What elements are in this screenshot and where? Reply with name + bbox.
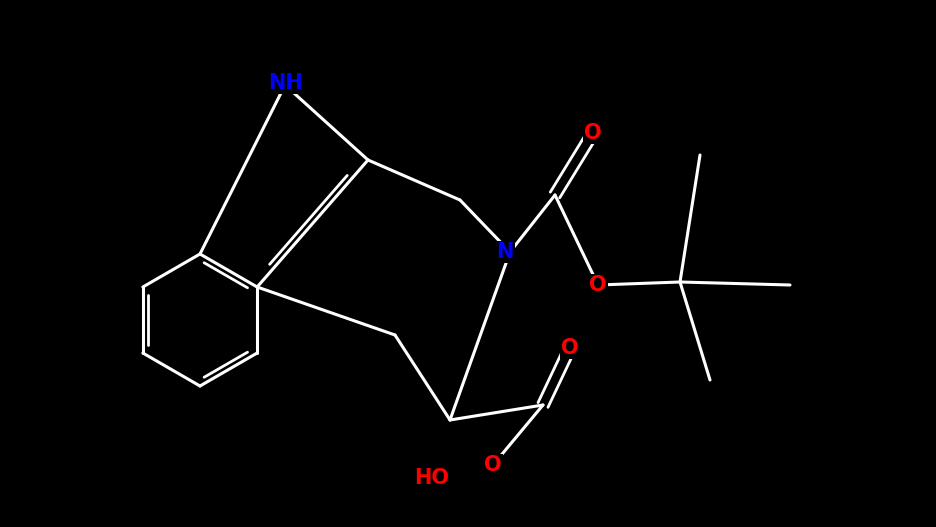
Text: NH: NH <box>268 73 302 93</box>
Text: O: O <box>484 455 502 475</box>
Text: O: O <box>561 338 578 358</box>
Text: HO: HO <box>414 468 449 488</box>
Text: O: O <box>583 123 601 143</box>
Text: O: O <box>589 275 607 295</box>
Text: N: N <box>496 242 513 262</box>
